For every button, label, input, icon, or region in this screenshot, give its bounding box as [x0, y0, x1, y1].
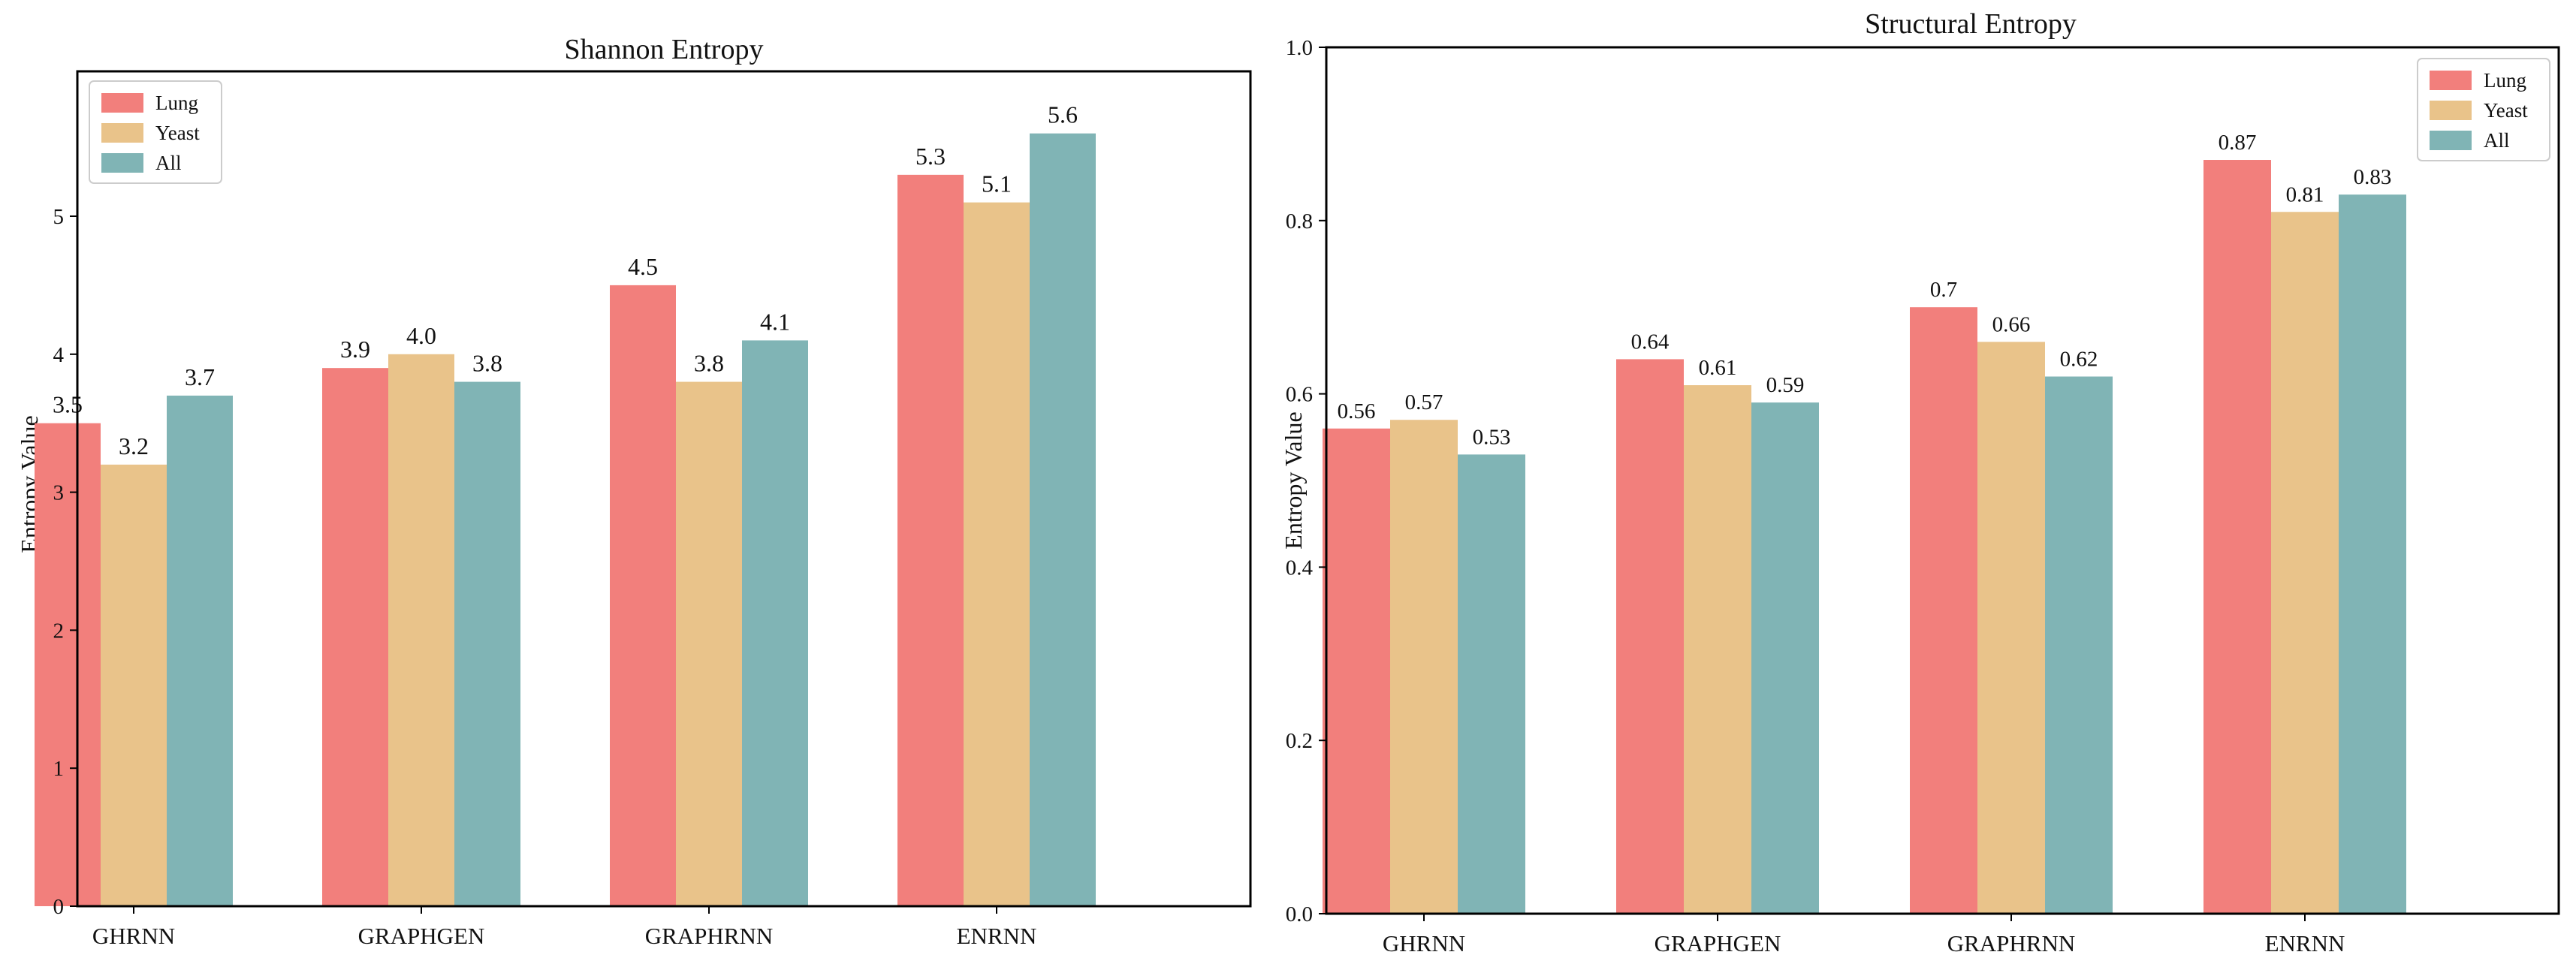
value-label: 0.83: [2354, 165, 2392, 189]
value-label: 0.7: [1930, 278, 1957, 302]
legend: Lung Yeast All: [89, 80, 222, 184]
x-tick-label: GRAPHGEN: [358, 923, 485, 949]
axes-frame: [76, 70, 1252, 908]
value-label: 0.87: [2219, 131, 2257, 155]
y-tick-label: 0.6: [1286, 383, 1313, 407]
legend-label-yeast: Yeast: [2484, 99, 2528, 122]
bar-all-enrnn: [1030, 133, 1096, 907]
bar-yeast-graphgen: [1684, 385, 1751, 914]
bar-yeast-enrnn: [964, 202, 1030, 906]
y-tick-label: 0.2: [1286, 729, 1313, 753]
y-axis-label: Entropy Value: [1280, 411, 1307, 549]
value-labels-layer: 0.56 0.57 0.53 0.64 0.61 0.59 0.7 0.66 0.62 0.87 0…: [1338, 131, 2392, 449]
value-label: 0.57: [1405, 390, 1443, 414]
value-label: 0.66: [1992, 312, 2031, 336]
bars-layer: [1323, 160, 2406, 914]
bar-all-enrnn: [2339, 194, 2406, 914]
value-label: 0.81: [2286, 182, 2324, 206]
y-ticks-layer: 0 1 2 3 4 5: [53, 205, 77, 919]
value-label: 4.5: [628, 253, 658, 280]
value-label: 3.8: [472, 350, 502, 377]
value-labels-layer: 3.53.23.73.94.03.84.53.84.15.35.15.6: [53, 101, 1078, 459]
bar-all-ghrnn: [167, 395, 233, 906]
y-tick-label: 5: [53, 205, 65, 229]
y-tick-label: 0.4: [1286, 556, 1314, 580]
y-tick-label: 0.8: [1286, 209, 1313, 233]
bar-lung-graphrnn: [610, 285, 676, 906]
value-label: 0.53: [1473, 425, 1511, 449]
value-label: 3.9: [340, 336, 370, 363]
legend-label-lung: Lung: [155, 92, 198, 114]
legend-swatch-yeast: [101, 123, 143, 143]
value-label: 5.1: [982, 170, 1012, 197]
x-tick-label: GHRNN: [1383, 930, 1465, 956]
value-label: 0.56: [1338, 399, 1376, 423]
value-label: 3.7: [185, 363, 215, 390]
legend-swatch-all: [101, 153, 143, 173]
x-tick-label: GRAPHRNN: [1947, 930, 2076, 956]
value-label: 5.3: [915, 143, 946, 170]
bar-all-graphgen: [454, 381, 520, 906]
value-label: 0.64: [1631, 330, 1670, 354]
legend-swatch-lung: [2430, 71, 2472, 90]
y-tick-label: 0: [53, 895, 65, 919]
x-tick-label: ENRNN: [2265, 930, 2345, 956]
value-label: 0.61: [1699, 356, 1737, 380]
legend-label-all: All: [155, 152, 182, 174]
bar-yeast-graphrnn: [676, 381, 742, 906]
bar-all-graphrnn: [2045, 376, 2113, 914]
value-label: 5.6: [1048, 101, 1078, 128]
bar-lung-graphgen: [322, 368, 388, 906]
x-ticks-layer: GHRNN GRAPHGEN GRAPHRNN ENRNN: [92, 906, 1037, 949]
x-ticks-layer: GHRNN GRAPHGEN GRAPHRNN ENRNN: [1383, 914, 2345, 956]
legend: Lung Yeast All: [2417, 58, 2550, 161]
legend-swatch-lung: [101, 93, 143, 113]
chart-title: Structural Entropy: [1865, 8, 2077, 40]
y-tick-label: 2: [53, 619, 65, 643]
chart-shannon-entropy: Shannon Entropy Entropy Value 3.53.23.73…: [16, 34, 1252, 949]
x-tick-label: GRAPHRNN: [645, 923, 774, 949]
bar-all-graphrnn: [742, 340, 808, 906]
value-label: 3.8: [694, 350, 724, 377]
y-ticks-layer: 0.0 0.2 0.4 0.6 0.8 1.0: [1286, 36, 1326, 926]
y-tick-label: 4: [53, 343, 65, 367]
y-tick-label: 1.0: [1286, 36, 1313, 60]
bar-all-ghrnn: [1458, 454, 1525, 914]
value-label: 4.0: [406, 322, 436, 349]
legend-swatch-all: [2430, 131, 2472, 150]
bar-lung-graphrnn: [1910, 307, 1977, 914]
legend-label-yeast: Yeast: [155, 122, 200, 144]
y-tick-label: 0.0: [1286, 902, 1313, 926]
bars-layer: [35, 133, 1096, 907]
legend-label-lung: Lung: [2484, 69, 2526, 92]
bar-yeast-graphrnn: [1977, 342, 2045, 914]
x-tick-label: GHRNN: [92, 923, 175, 949]
chart-title: Shannon Entropy: [565, 34, 764, 65]
bar-lung-enrnn: [2203, 160, 2271, 914]
legend-swatch-yeast: [2430, 101, 2472, 120]
bar-yeast-graphgen: [388, 354, 454, 906]
value-label: 0.59: [1766, 373, 1805, 397]
bar-yeast-enrnn: [2271, 212, 2339, 914]
y-tick-label: 3: [53, 481, 65, 505]
x-tick-label: GRAPHGEN: [1654, 930, 1781, 956]
value-label: 3.2: [119, 432, 149, 459]
bar-all-graphgen: [1751, 402, 1819, 914]
value-label: 0.62: [2060, 348, 2098, 372]
bar-lung-ghrnn: [35, 423, 101, 906]
bar-lung-ghrnn: [1323, 428, 1390, 914]
bar-lung-graphgen: [1616, 359, 1684, 914]
value-label: 4.1: [760, 308, 790, 335]
x-tick-label: ENRNN: [957, 923, 1037, 949]
y-tick-label: 1: [53, 757, 65, 781]
bar-yeast-ghrnn: [101, 464, 167, 906]
chart-structural-entropy: Structural Entropy Entropy Value 0.56 0.5…: [1280, 8, 2560, 956]
bar-lung-enrnn: [897, 174, 964, 906]
legend-label-all: All: [2484, 129, 2510, 152]
axes-frame: [1325, 46, 2560, 915]
bar-yeast-ghrnn: [1390, 420, 1458, 914]
